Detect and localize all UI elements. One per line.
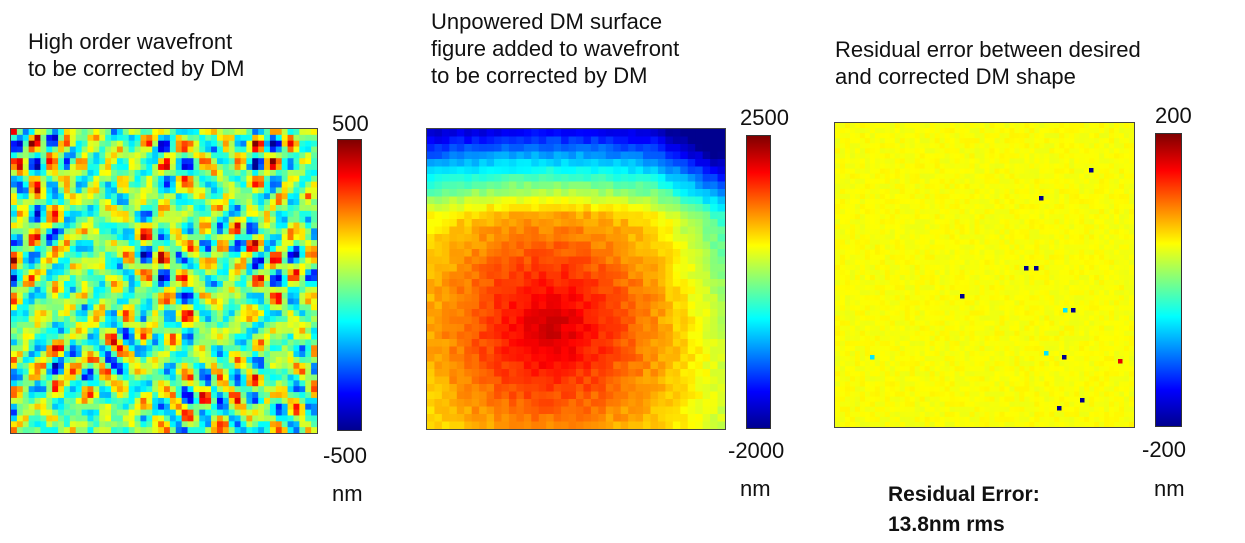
panel-3-colorbar bbox=[1155, 133, 1182, 427]
panel-1-colorbar-unit: nm bbox=[332, 481, 363, 506]
panel-1-heatmap bbox=[10, 128, 318, 434]
panel-3-title: Residual error between desired and corre… bbox=[835, 37, 1141, 89]
panel-2-colorbar-unit: nm bbox=[740, 476, 771, 501]
panel-1-colorbar-max: 500 bbox=[332, 111, 369, 136]
residual-error-note: Residual Error: 13.8nm rms bbox=[888, 483, 1040, 536]
panel-2-title: Unpowered DM surface figure added to wav… bbox=[431, 9, 680, 88]
panel-2-colorbar-min: -2000 bbox=[728, 438, 785, 463]
panel-3-colorbar-unit: nm bbox=[1154, 476, 1185, 501]
panel-2-colorbar-max: 2500 bbox=[740, 105, 789, 130]
residual-error-map bbox=[835, 123, 1134, 427]
panel-1-colorbar bbox=[337, 139, 362, 431]
panel-1-title: High order wavefront to be corrected by … bbox=[28, 29, 245, 81]
panel-3-colorbar-min: -200 bbox=[1142, 437, 1187, 462]
panel-2-heatmap bbox=[426, 128, 726, 430]
dm-surface-map bbox=[427, 129, 725, 429]
panel-1-colorbar-min: -500 bbox=[323, 443, 368, 468]
panel-3-colorbar-max: 200 bbox=[1155, 103, 1192, 128]
panel-3-heatmap bbox=[834, 122, 1135, 428]
panel-2-colorbar bbox=[746, 135, 771, 429]
wavefront-map bbox=[11, 129, 317, 433]
